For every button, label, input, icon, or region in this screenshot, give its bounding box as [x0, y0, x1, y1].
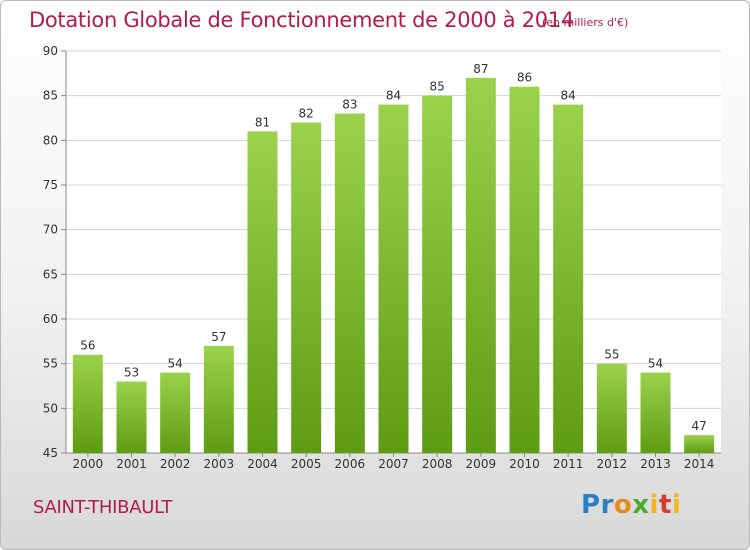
bar-2002 — [160, 372, 191, 453]
x-tick-label-2000: 2000 — [73, 457, 104, 471]
y-tick-label: 80 — [43, 133, 58, 147]
x-tick-label-2002: 2002 — [160, 457, 191, 471]
x-tick-label-2012: 2012 — [597, 457, 628, 471]
bar-2014 — [684, 435, 715, 453]
x-tick-label-2003: 2003 — [204, 457, 235, 471]
y-tick-label: 70 — [43, 223, 58, 237]
y-tick-label: 60 — [43, 312, 58, 326]
data-label-2003: 57 — [211, 330, 226, 344]
data-label-2013: 54 — [648, 357, 663, 371]
data-label-2009: 87 — [473, 62, 488, 76]
y-tick-label: 50 — [43, 401, 58, 415]
y-tick-label: 90 — [43, 44, 58, 58]
x-tick-label-2011: 2011 — [553, 457, 584, 471]
y-tick-label: 85 — [43, 89, 58, 103]
bar-2008 — [422, 95, 453, 454]
data-label-2002: 54 — [168, 357, 183, 371]
x-tick-label-2009: 2009 — [466, 457, 497, 471]
x-tick-label-2008: 2008 — [422, 457, 453, 471]
data-label-2001: 53 — [124, 366, 139, 380]
data-label-2004: 81 — [255, 115, 270, 129]
data-label-2014: 47 — [692, 419, 707, 433]
x-tick-label-2007: 2007 — [378, 457, 409, 471]
bar-2006 — [334, 113, 365, 454]
chart-title: Dotation Globale de Fonctionnement de 20… — [29, 8, 574, 32]
data-label-2000: 56 — [80, 339, 95, 353]
bar-2012 — [596, 363, 627, 453]
x-tick-label-2005: 2005 — [291, 457, 322, 471]
x-tick-label-2010: 2010 — [509, 457, 540, 471]
data-label-2005: 82 — [299, 106, 314, 120]
data-label-2010: 86 — [517, 71, 532, 85]
proxiti-logo: Proxiti — [581, 490, 682, 520]
y-tick-label: 45 — [43, 446, 58, 460]
bar-2005 — [291, 122, 322, 453]
y-tick-label: 55 — [43, 357, 58, 371]
y-tick-label: 75 — [43, 178, 58, 192]
bar-2004 — [247, 131, 278, 453]
bar-2009 — [465, 77, 496, 454]
y-tick-label: 65 — [43, 267, 58, 281]
commune-name: SAINT-THIBAULT — [33, 497, 173, 518]
bar-2000 — [72, 354, 103, 453]
bar-2003 — [203, 345, 234, 453]
data-label-2011: 84 — [561, 89, 576, 103]
x-tick-label-2006: 2006 — [335, 457, 366, 471]
x-tick-label-2001: 2001 — [116, 457, 147, 471]
bar-2007 — [378, 104, 409, 453]
data-label-2006: 83 — [342, 98, 357, 112]
x-tick-label-2013: 2013 — [640, 457, 671, 471]
bar-2011 — [553, 104, 584, 453]
x-tick-label-2014: 2014 — [684, 457, 715, 471]
x-tick-label-2004: 2004 — [247, 457, 278, 471]
chart-unit: (en milliers d'€) — [542, 16, 629, 29]
data-label-2012: 55 — [604, 348, 619, 362]
data-label-2007: 84 — [386, 89, 401, 103]
bar-2013 — [640, 372, 671, 453]
bar-2001 — [116, 381, 147, 453]
bar-2010 — [509, 86, 540, 453]
data-label-2008: 85 — [430, 80, 445, 94]
